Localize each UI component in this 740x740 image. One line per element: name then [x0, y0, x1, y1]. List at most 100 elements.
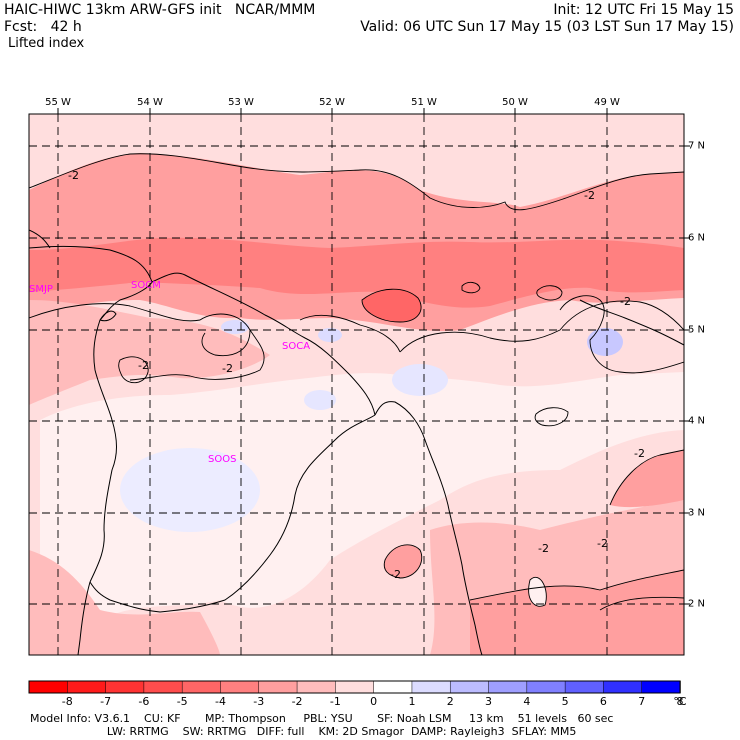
station-soos: SOOS	[208, 454, 236, 465]
valid-time: Valid: 06 UTC Sun 17 May 15 (03 LST Sun …	[360, 19, 734, 35]
colorbar-swatch	[488, 680, 528, 694]
colorbar-swatch	[296, 680, 337, 694]
contour-ring-3	[461, 281, 481, 294]
contour-north	[29, 153, 684, 211]
border-amapa-west	[89, 414, 376, 613]
colorbar-swatch	[181, 680, 222, 694]
colorbar-label: 5	[561, 695, 569, 708]
contour-label: -2	[68, 169, 79, 182]
colorbar-swatch	[373, 680, 413, 694]
contour-ring-5	[534, 407, 569, 427]
init-time: Init: 12 UTC Fri 15 May 15	[553, 2, 734, 18]
lat-label-6n: 6 N	[688, 232, 706, 244]
patch-minus4	[362, 289, 422, 322]
colorbar-swatch	[564, 680, 605, 694]
patch-positive-3	[318, 328, 342, 342]
contour-se-2	[599, 596, 684, 611]
contour-east-2	[559, 295, 684, 374]
band-minus3	[29, 237, 684, 308]
colorbar-label: -2	[291, 695, 303, 708]
run-title: HAIC-HIWC 13km ARW-GFS init NCAR/MMM	[4, 2, 316, 18]
coast-french-guiana	[151, 272, 376, 416]
contour-ring-2	[536, 285, 563, 301]
blob-minus2-south	[384, 544, 422, 578]
contour-ring-6	[383, 544, 423, 579]
colorbar-label: 3	[485, 695, 493, 708]
coast-nw	[29, 229, 51, 249]
colorbar-label: 2	[446, 695, 454, 708]
colorbar-swatch	[28, 680, 69, 694]
colorbar-swatch	[603, 680, 643, 694]
colorbar-swatch	[105, 680, 145, 694]
colorbar-label: 4	[523, 695, 531, 708]
colorbar-unit: °C	[673, 695, 687, 708]
colorbar-swatch	[258, 680, 298, 694]
contour-east	[399, 300, 684, 353]
patch-positive-4	[392, 364, 448, 396]
colorbar-swatch	[143, 680, 183, 694]
colorbar-label: -1	[329, 695, 341, 708]
contour-ring-4	[361, 288, 422, 323]
contour-label-group: -2 -2 -2 -2 -2 -2 -2 -2 -2	[68, 169, 645, 581]
lon-label-49w: 49 W	[594, 97, 620, 108]
contour-ring-7	[528, 577, 547, 607]
band-minus2-se	[470, 570, 684, 655]
band-minus1-sw	[29, 300, 270, 405]
colorbar-label: -7	[100, 695, 112, 708]
border-suriname-fg	[89, 319, 117, 583]
patch-positive-6	[304, 390, 336, 410]
coastline	[29, 229, 684, 655]
colorbar-label: -5	[176, 695, 188, 708]
colorbar-swatch	[335, 680, 375, 694]
station-socm: SOCM	[131, 280, 161, 291]
colorbar	[28, 680, 681, 694]
colorbar-swatch	[67, 680, 107, 694]
contour-se	[469, 569, 684, 601]
colorbar-swatch	[220, 680, 260, 694]
contours-minus2	[29, 153, 684, 611]
contour-label: -2	[138, 359, 149, 372]
header-left: HAIC-HIWC 13km ARW-GFS init NCAR/MMM Fcs…	[4, 2, 315, 36]
contour-label: -2	[584, 189, 595, 202]
forecast-hour: Fcst: 42 h	[4, 19, 82, 35]
contour-sw-2	[129, 329, 265, 381]
colorbar-frame	[28, 680, 681, 694]
lat-label-7n: 7 N	[688, 140, 706, 152]
colorbar-label: 8	[676, 695, 684, 708]
lon-label-52w: 52 W	[319, 97, 345, 108]
model-info-line2: LW: RRTMG SW: RRTMG DIFF: full KM: 2D Sm…	[30, 725, 577, 738]
lon-label-53w: 53 W	[228, 97, 254, 108]
region-neutral	[40, 372, 684, 620]
contour-label: -2	[538, 542, 549, 555]
colorbar-swatch	[641, 680, 681, 694]
lon-label-55w: 55 W	[45, 97, 71, 108]
colorbar-label: 1	[408, 695, 416, 708]
tick-marks	[57, 108, 690, 605]
coast-small	[99, 310, 117, 322]
station-smjp: SMJP	[29, 284, 53, 295]
contour-label: -2	[390, 568, 401, 581]
lat-label-5n: 5 N	[688, 324, 706, 336]
patch-positive-5	[587, 328, 623, 356]
map-frame	[28, 113, 685, 656]
colorbar-label: 7	[638, 695, 646, 708]
band-minus2-east	[610, 450, 684, 508]
patch-positive-2	[221, 320, 249, 334]
lat-lon-grid	[29, 114, 684, 655]
coast-amapa	[374, 401, 483, 655]
colorbar-swatch	[526, 680, 566, 694]
border-south	[77, 581, 91, 655]
header-right: Init: 12 UTC Fri 15 May 15 Valid: 06 UTC…	[360, 2, 734, 36]
lat-label-4n: 4 N	[688, 415, 706, 427]
lat-label-3n: 3 N	[688, 507, 706, 519]
contour-sw-1	[29, 303, 251, 357]
coast-east	[579, 299, 684, 346]
colorbar-label: 6	[599, 695, 607, 708]
lon-label-51w: 51 W	[411, 97, 437, 108]
lat-label-2n: 2 N	[688, 598, 706, 610]
lon-label-50w: 50 W	[502, 97, 528, 108]
colorbar-label: -8	[61, 695, 73, 708]
map-fill: -2 -2 -2 -2 -2 -2 -2 -2 -2 SMJP SOCM SOC…	[29, 114, 684, 655]
station-group: SMJP SOCM SOCA SOOS	[29, 280, 310, 465]
